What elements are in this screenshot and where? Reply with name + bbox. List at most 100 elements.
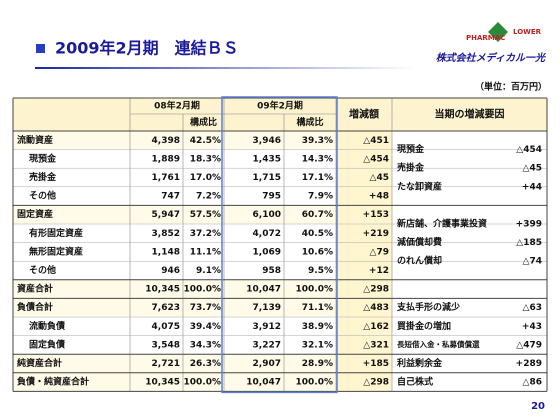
- row-bg: [13, 298, 336, 317]
- cell: 10,345: [145, 285, 180, 295]
- row-bg: [13, 205, 336, 224]
- cell: 1,435: [253, 154, 281, 164]
- cell: 958: [262, 266, 281, 276]
- factor-item: 減価償却費: [397, 236, 442, 248]
- cell: 9.5%: [308, 266, 333, 276]
- cell: 100.0%: [296, 378, 334, 388]
- cell: 42.5%: [190, 136, 221, 146]
- factor-value: △185: [516, 238, 542, 248]
- cell: 2,907: [253, 359, 281, 369]
- factor-item: 利益剰余金: [396, 357, 443, 369]
- factor-item: 現預金: [397, 143, 425, 155]
- row-label: 売掛金: [29, 171, 57, 183]
- factor-item: 長短借入金・私募債償還: [397, 339, 480, 349]
- cell: △483: [363, 303, 389, 313]
- cell: 6,100: [253, 210, 281, 220]
- cell: △162: [363, 322, 389, 332]
- row-label: 負債合計: [17, 301, 53, 313]
- cell: 4,398: [152, 136, 180, 146]
- cell: 38.9%: [302, 322, 333, 332]
- cell: 26.3%: [190, 359, 221, 369]
- cell: 3,852: [152, 229, 180, 239]
- cell: △79: [370, 247, 389, 257]
- cell: 3,227: [253, 340, 281, 350]
- cell: 946: [161, 266, 180, 276]
- row-label: 固定資産: [17, 208, 53, 220]
- cell: 34.3%: [190, 340, 221, 350]
- row-label: 純資産合計: [17, 357, 62, 369]
- cell: 71.1%: [302, 303, 333, 313]
- header-bg: [13, 98, 547, 131]
- factor-value: △86: [523, 378, 542, 388]
- cell: 17.1%: [302, 173, 333, 183]
- cell: 11.1%: [190, 247, 221, 257]
- row-label: 資産合計: [17, 283, 53, 295]
- cell: 795: [262, 192, 281, 202]
- row-label: 固定負債: [29, 338, 65, 350]
- cell: +185: [363, 359, 389, 369]
- cell: 9.1%: [196, 266, 221, 276]
- cell: 17.0%: [190, 173, 221, 183]
- factor-value: △74: [523, 257, 542, 267]
- cell: 7.9%: [308, 192, 333, 202]
- logo-text: PHARMAC: [466, 34, 505, 42]
- cell: △454: [363, 154, 389, 164]
- cell: +219: [363, 229, 389, 239]
- cell: 3,912: [253, 322, 281, 332]
- factor-value: +43: [522, 322, 542, 332]
- cell: 100.0%: [184, 378, 222, 388]
- cell: 7.2%: [196, 192, 221, 202]
- cell: 1,761: [152, 173, 180, 183]
- company-name: 株式会社メディカル一光: [436, 52, 546, 64]
- cell: 5,947: [152, 210, 180, 220]
- factor-item: 自己株式: [397, 376, 433, 388]
- title-underline: [35, 67, 415, 69]
- factor-item: 支払手形の減少: [396, 301, 460, 313]
- factor-value: +44: [522, 182, 542, 192]
- page-number: 20: [531, 401, 545, 412]
- row-label: その他: [29, 264, 56, 276]
- factor-item: 新店舗、介護事業投資: [397, 218, 487, 230]
- cell: 39.3%: [302, 136, 333, 146]
- factor-value: △63: [523, 303, 542, 313]
- cell: 1,715: [253, 173, 281, 183]
- cell: 10,047: [246, 285, 281, 295]
- factor-value: △479: [516, 340, 542, 350]
- cell: +12: [369, 266, 389, 276]
- cell: +48: [369, 192, 389, 202]
- cell: 39.4%: [190, 322, 221, 332]
- row-bg: [13, 279, 336, 299]
- factor-item: 売掛金: [397, 162, 425, 174]
- cell: 32.1%: [302, 340, 333, 350]
- column-header: 構成比: [190, 116, 217, 128]
- cell: 7,623: [152, 303, 180, 313]
- column-header: 構成比: [296, 116, 323, 128]
- cell: 10,345: [145, 378, 180, 388]
- cell: 60.7%: [302, 210, 333, 220]
- column-header: 08年2月期: [154, 100, 200, 112]
- cell: 747: [161, 192, 180, 202]
- factor-item: たな卸資産: [397, 180, 442, 192]
- cell: 100.0%: [184, 285, 222, 295]
- cell: △321: [363, 340, 389, 350]
- factor-value: +289: [516, 359, 542, 369]
- bullet: [36, 44, 45, 53]
- highlight-box: [221, 96, 338, 394]
- cell: 28.9%: [302, 359, 333, 369]
- logo-mark: [488, 22, 508, 42]
- logo-text: LOWER: [513, 28, 542, 36]
- cell: 40.5%: [302, 229, 333, 239]
- cell: 1,889: [152, 154, 180, 164]
- factor-value: △45: [523, 164, 542, 174]
- cell: 2,721: [152, 359, 180, 369]
- cell: △298: [363, 378, 389, 388]
- factor-value: △454: [516, 145, 542, 155]
- cell: 37.2%: [190, 229, 221, 239]
- factor-item: のれん償却: [397, 255, 442, 267]
- factor-item: 買掛金の増加: [397, 320, 451, 332]
- column-header: 09年2月期: [257, 100, 303, 112]
- column-header: 増減額: [349, 108, 379, 121]
- cell: 100.0%: [296, 285, 334, 295]
